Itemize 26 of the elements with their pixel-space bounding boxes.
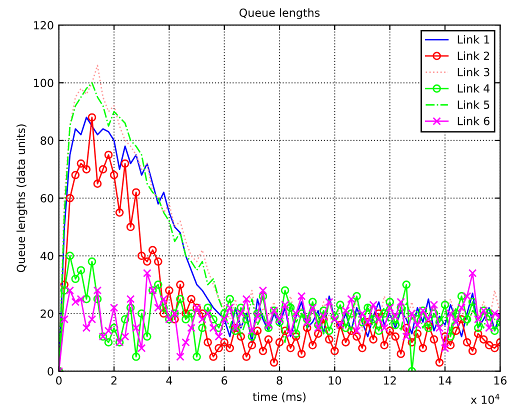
- x-tick-label: 4: [166, 376, 172, 384]
- x-tick-label: 10: [328, 376, 342, 385]
- x-axis-title: time (ms): [252, 392, 306, 402]
- y-tick-label: 80: [40, 136, 54, 145]
- legend-label: Link 2: [458, 51, 490, 60]
- y-tick-label: 120: [34, 21, 54, 30]
- legend-label: Link 3: [458, 68, 490, 76]
- y-tick-label: 100: [34, 78, 54, 88]
- x-tick-label: 0: [56, 376, 62, 385]
- y-tick-label: 60: [40, 194, 54, 203]
- y-axis-title: Queue lengths (data units): [16, 124, 28, 272]
- y-tick-label: 20: [40, 309, 54, 318]
- y-tick-label: 0: [48, 367, 54, 376]
- legend-label: Link 1: [458, 35, 490, 44]
- legend-label: Link 4: [458, 84, 490, 92]
- x-tick-label: 6: [222, 376, 228, 385]
- y-tick-label: 40: [40, 252, 54, 260]
- x-tick-label: 2: [111, 376, 116, 384]
- x-tick-label: 14: [439, 376, 452, 384]
- legend-label: Link 5: [458, 100, 490, 109]
- x-tick-label: 16: [494, 376, 507, 385]
- x-tick-label: 8: [276, 376, 282, 385]
- text: x 10$^{4}$: [470, 394, 500, 404]
- legend-label: Link 6: [458, 116, 490, 126]
- x-tick-label: 12: [384, 376, 396, 384]
- chart-title: Queue lengths: [240, 8, 320, 20]
